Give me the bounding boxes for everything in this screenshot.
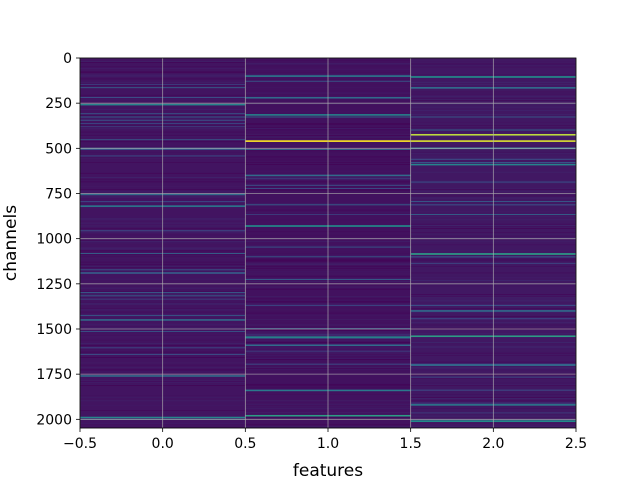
y-tick-label: 500 <box>45 141 72 157</box>
y-tick-label: 2000 <box>36 412 72 428</box>
x-tick-label: 2.5 <box>565 436 587 452</box>
y-tick-label: 1250 <box>36 277 72 293</box>
y-axis: 0 250 500 750 1000 1250 1500 1750 2000 <box>36 51 80 428</box>
x-tick-label: 1.0 <box>317 436 339 452</box>
y-tick-label: 1500 <box>36 322 72 338</box>
y-tick-label: 750 <box>45 186 72 202</box>
y-tick-label: 0 <box>63 51 72 67</box>
x-tick-label: −0.5 <box>63 436 97 452</box>
y-axis-label: channels <box>1 205 21 281</box>
y-tick-label: 1750 <box>36 367 72 383</box>
y-tick-label: 1000 <box>36 232 72 248</box>
x-tick-label: 0.5 <box>234 436 256 452</box>
y-tick-label: 250 <box>45 96 72 112</box>
x-axis: −0.5 0.0 0.5 1.0 1.5 2.0 2.5 <box>63 428 587 452</box>
x-tick-label: 2.0 <box>482 436 504 452</box>
x-axis-label: features <box>293 461 363 480</box>
x-tick-label: 0.0 <box>152 436 174 452</box>
x-tick-label: 1.5 <box>400 436 422 452</box>
